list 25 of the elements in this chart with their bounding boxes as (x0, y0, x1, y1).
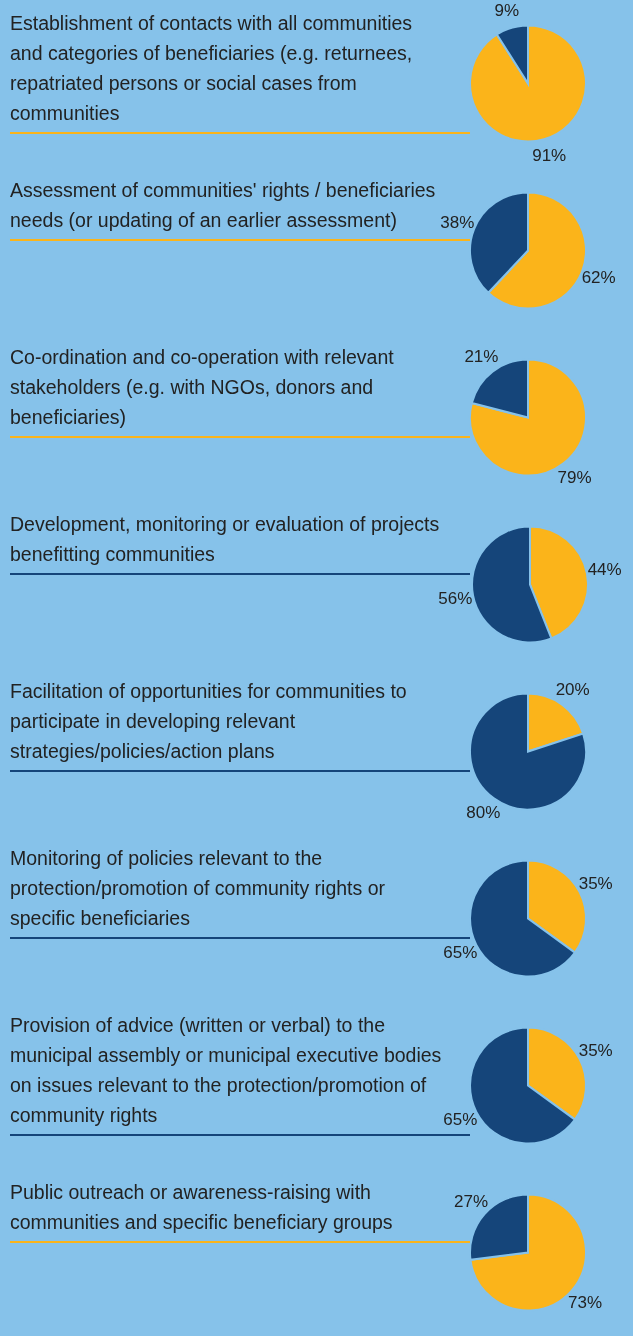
data-label: 38% (440, 212, 475, 232)
text: Development, monitoring or evaluation of projects benefitting communities (10, 512, 441, 567)
data-label: 35% (578, 1041, 613, 1060)
pie-slice (469, 24, 587, 143)
data-label: 65% (443, 1110, 478, 1129)
data-label: 56% (438, 588, 473, 608)
data-label: 79% (557, 467, 592, 487)
text: Establishment of contacts with all communities and categories of beneficiaries (e.g. returnees, repatriated persons or social cases from communities (10, 11, 414, 126)
data-label: 20% (555, 680, 590, 700)
text: Public outreach or awareness-raising with communities and specific beneficiary groups (10, 1180, 394, 1235)
text: Co-ordination and co-operation with relevant stakeholders (e.g. with NGOs, donors and beneficiaries) (10, 345, 395, 430)
text: Facilitation of opportunities for communities to participate in developing relevant strategies/policies/action plans (10, 679, 408, 764)
data-label: 62% (581, 268, 616, 288)
text: Provision of advice (written or verbal) to the municipal assembly or municipal executive bodies on issues relevant to the protection/promotion of community rights (10, 1014, 442, 1126)
data-label: 65% (443, 943, 478, 962)
data-label: 27% (453, 1192, 489, 1212)
data-label: 91% (532, 146, 567, 166)
data-label: 21% (464, 347, 499, 367)
text: Monitoring of policies relevant to the protection/promotion of community rights or specific beneficiaries (10, 846, 386, 931)
data-label: 80% (466, 802, 501, 822)
data-label: 35% (578, 874, 613, 893)
data-label: 9% (494, 0, 520, 20)
text: Assessment of communities' rights / beneficiaries needs (or updating of an earlier assessment) (10, 179, 436, 231)
data-label: 44% (587, 560, 622, 580)
data-label: 73% (567, 1292, 603, 1312)
